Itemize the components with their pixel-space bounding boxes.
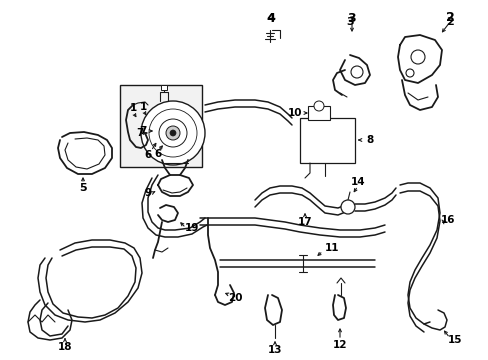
Circle shape bbox=[340, 200, 354, 214]
Text: 16: 16 bbox=[440, 215, 454, 225]
Text: 2: 2 bbox=[445, 17, 453, 27]
Text: 5: 5 bbox=[79, 183, 87, 193]
Text: 4: 4 bbox=[266, 13, 274, 23]
Circle shape bbox=[313, 101, 324, 111]
Circle shape bbox=[410, 50, 424, 64]
Circle shape bbox=[141, 101, 204, 165]
Text: 6: 6 bbox=[154, 149, 162, 159]
Text: 15: 15 bbox=[447, 335, 461, 345]
Text: 8: 8 bbox=[366, 135, 373, 145]
Text: 3: 3 bbox=[347, 12, 356, 24]
Text: 3: 3 bbox=[346, 17, 353, 27]
Bar bbox=[307, 106, 329, 120]
Circle shape bbox=[159, 119, 186, 147]
Text: 7: 7 bbox=[139, 126, 146, 136]
Text: 20: 20 bbox=[227, 293, 242, 303]
Bar bbox=[299, 118, 354, 163]
Text: 7: 7 bbox=[136, 128, 143, 138]
Circle shape bbox=[170, 130, 176, 136]
Text: 11: 11 bbox=[324, 243, 339, 253]
Bar bbox=[161, 85, 167, 90]
Circle shape bbox=[149, 109, 197, 157]
Text: 14: 14 bbox=[350, 177, 365, 187]
Text: 12: 12 bbox=[332, 340, 346, 350]
Text: 1: 1 bbox=[129, 103, 136, 113]
Text: 2: 2 bbox=[445, 10, 453, 23]
Text: 17: 17 bbox=[297, 217, 312, 227]
Text: 9: 9 bbox=[144, 188, 151, 198]
Text: 1: 1 bbox=[139, 102, 146, 112]
Circle shape bbox=[165, 126, 180, 140]
Circle shape bbox=[350, 66, 362, 78]
Text: 4: 4 bbox=[266, 12, 275, 24]
Text: 6: 6 bbox=[144, 150, 151, 160]
Circle shape bbox=[405, 69, 413, 77]
Text: 19: 19 bbox=[184, 223, 199, 233]
Text: 18: 18 bbox=[58, 342, 72, 352]
Text: 10: 10 bbox=[287, 108, 302, 118]
Bar bbox=[120, 85, 202, 167]
Text: 13: 13 bbox=[267, 345, 282, 355]
